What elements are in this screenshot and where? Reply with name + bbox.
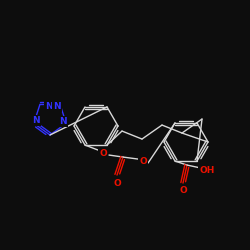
Text: N: N — [32, 116, 40, 125]
Text: O: O — [99, 148, 107, 158]
Text: NH: NH — [45, 102, 60, 111]
Text: O: O — [179, 186, 187, 194]
Text: O: O — [139, 156, 147, 166]
Text: O: O — [113, 178, 121, 188]
Text: OH: OH — [199, 166, 215, 174]
Text: N: N — [59, 117, 67, 126]
Text: N: N — [53, 102, 61, 111]
